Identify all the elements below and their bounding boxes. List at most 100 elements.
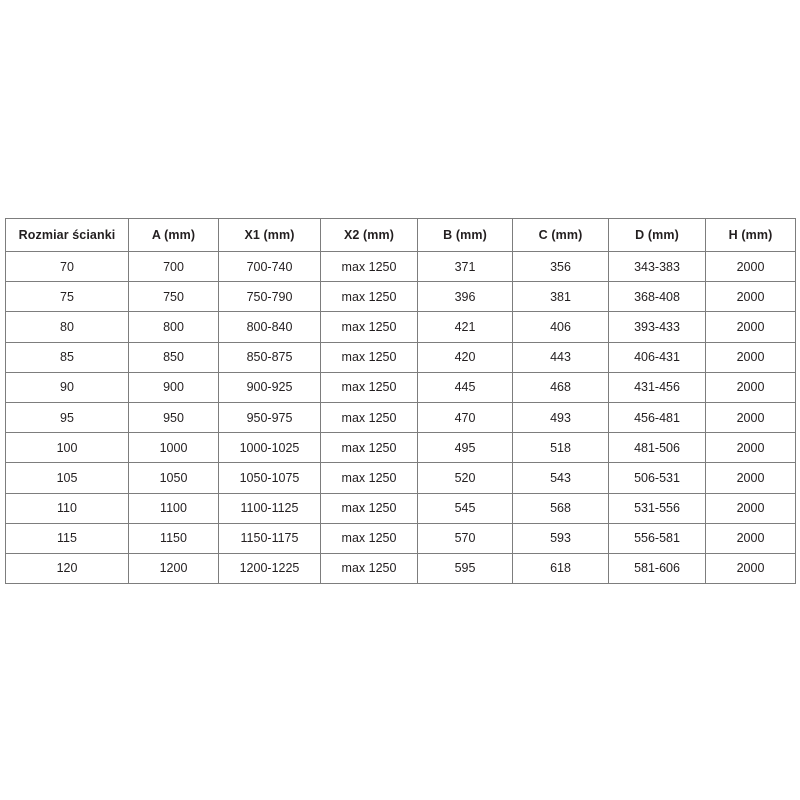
- table-cell: 100: [5, 432, 129, 464]
- table-cell: 468: [512, 371, 609, 403]
- table-cell: 2000: [705, 250, 796, 283]
- table-cell: 900-925: [218, 371, 321, 403]
- table-cell: max 1250: [320, 281, 418, 313]
- table-cell: 2000: [705, 311, 796, 343]
- table-cell: 2000: [705, 432, 796, 464]
- table-cell: 518: [512, 432, 609, 464]
- table-row: 90 900 900-925 max 1250 445 468 431-456 2000: [5, 371, 796, 403]
- table-cell: 2000: [705, 552, 796, 585]
- table-cell: 343-383: [608, 250, 706, 283]
- table-cell: 1000-1025: [218, 432, 321, 464]
- table-cell: 850: [128, 341, 219, 373]
- table-cell: 595: [417, 552, 513, 585]
- table-cell: 2000: [705, 341, 796, 373]
- table-cell: 356: [512, 250, 609, 283]
- table-cell: 85: [5, 341, 129, 373]
- table-cell: 2000: [705, 401, 796, 434]
- table-header-row: Rozmiar ścianki A (mm) X1 (mm) X2 (mm) B (mm…: [5, 218, 796, 252]
- table-cell: 2000: [705, 371, 796, 403]
- table-cell: 593: [512, 522, 609, 554]
- table-cell: 110: [5, 492, 129, 524]
- column-header-2: X1 (mm): [218, 218, 321, 252]
- table-cell: 1200: [128, 552, 219, 585]
- table-row: 70 700 700-740 max 1250 371 356 343-383 2000: [5, 250, 796, 283]
- table-row: 80 800 800-840 max 1250 421 406 393-433 2000: [5, 311, 796, 343]
- table-cell: max 1250: [320, 371, 418, 403]
- table-cell: 445: [417, 371, 513, 403]
- table-cell: 381: [512, 281, 609, 313]
- table-cell: 750: [128, 281, 219, 313]
- column-header-1: A (mm): [128, 218, 219, 252]
- table-row: 110 1100 1100-1125 max 1250 545 568 531-556 200…: [5, 492, 796, 524]
- column-header-3: X2 (mm): [320, 218, 418, 252]
- table-cell: max 1250: [320, 522, 418, 554]
- table-cell: 70: [5, 250, 129, 283]
- table-cell: max 1250: [320, 311, 418, 343]
- table-cell: 2000: [705, 522, 796, 554]
- table-row: 75 750 750-790 max 1250 396 381 368-408 2000: [5, 281, 796, 313]
- column-header-7: H (mm): [705, 218, 796, 252]
- table-cell: 406: [512, 311, 609, 343]
- table-body: 70 700 700-740 max 1250 371 356 343-383 2000 75 7…: [5, 250, 796, 585]
- table-cell: 1100: [128, 492, 219, 524]
- table-row: 120 1200 1200-1225 max 1250 595 618 581-606 200…: [5, 552, 796, 585]
- table-cell: 95: [5, 401, 129, 434]
- table-cell: 481-506: [608, 432, 706, 464]
- table-cell: 543: [512, 462, 609, 494]
- table-cell: 396: [417, 281, 513, 313]
- table-cell: max 1250: [320, 341, 418, 373]
- table-cell: 950-975: [218, 401, 321, 434]
- table-cell: 1200-1225: [218, 552, 321, 585]
- table-row: 95 950 950-975 max 1250 470 493 456-481 2000: [5, 401, 796, 434]
- table-cell: max 1250: [320, 250, 418, 283]
- table-cell: 495: [417, 432, 513, 464]
- table-cell: 368-408: [608, 281, 706, 313]
- table-cell: 618: [512, 552, 609, 585]
- column-header-0: Rozmiar ścianki: [5, 218, 129, 252]
- table-cell: 1150: [128, 522, 219, 554]
- table-cell: 2000: [705, 281, 796, 313]
- table-cell: 520: [417, 462, 513, 494]
- table-row: 115 1150 1150-1175 max 1250 570 593 556-581 200…: [5, 522, 796, 554]
- table-cell: 556-581: [608, 522, 706, 554]
- table-cell: 456-481: [608, 401, 706, 434]
- table-cell: max 1250: [320, 462, 418, 494]
- table-cell: 1050-1075: [218, 462, 321, 494]
- table-cell: max 1250: [320, 552, 418, 585]
- table-cell: 1050: [128, 462, 219, 494]
- table-cell: 90: [5, 371, 129, 403]
- table-cell: 393-433: [608, 311, 706, 343]
- table-cell: 950: [128, 401, 219, 434]
- table-cell: 431-456: [608, 371, 706, 403]
- table-cell: 581-606: [608, 552, 706, 585]
- table-cell: 2000: [705, 492, 796, 524]
- table-cell: 700: [128, 250, 219, 283]
- table-cell: 120: [5, 552, 129, 585]
- table-cell: 1100-1125: [218, 492, 321, 524]
- table-cell: 506-531: [608, 462, 706, 494]
- table-cell: 493: [512, 401, 609, 434]
- table-row: 100 1000 1000-1025 max 1250 495 518 481-506 200…: [5, 432, 796, 464]
- table-cell: 371: [417, 250, 513, 283]
- table-cell: 2000: [705, 462, 796, 494]
- column-header-4: B (mm): [417, 218, 513, 252]
- table-cell: 850-875: [218, 341, 321, 373]
- table-cell: 105: [5, 462, 129, 494]
- table-cell: 80: [5, 311, 129, 343]
- table-cell: 75: [5, 281, 129, 313]
- table-cell: max 1250: [320, 432, 418, 464]
- table-cell: 800: [128, 311, 219, 343]
- table-cell: 531-556: [608, 492, 706, 524]
- table-cell: 545: [417, 492, 513, 524]
- table-cell: 800-840: [218, 311, 321, 343]
- table-cell: max 1250: [320, 492, 418, 524]
- table-cell: 420: [417, 341, 513, 373]
- table-cell: 443: [512, 341, 609, 373]
- table-cell: 406-431: [608, 341, 706, 373]
- table-cell: 900: [128, 371, 219, 403]
- column-header-6: D (mm): [608, 218, 706, 252]
- table-cell: 1000: [128, 432, 219, 464]
- table-row: 85 850 850-875 max 1250 420 443 406-431 2000: [5, 341, 796, 373]
- specification-table: Rozmiar ścianki A (mm) X1 (mm) X2 (mm) B (mm…: [5, 218, 796, 585]
- table-cell: 750-790: [218, 281, 321, 313]
